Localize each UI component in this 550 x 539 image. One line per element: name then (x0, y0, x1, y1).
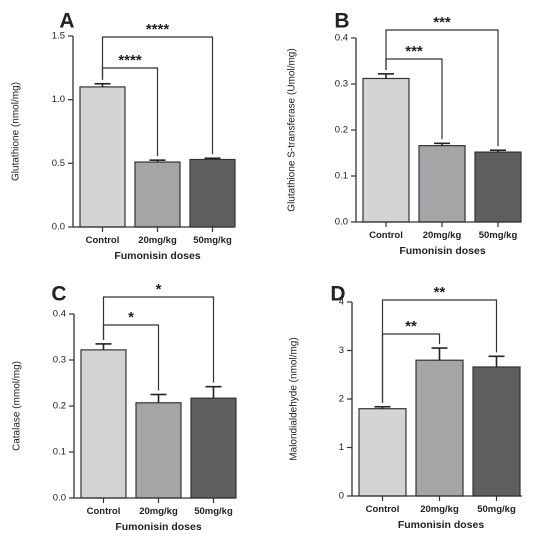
y-tick-label: 0.2 (335, 125, 348, 136)
panel-a: A 0.0 0.5 1.0 1.5 Control 20mg/kg 50mg/kg Fumoni… (11, 10, 236, 262)
panel-letter: D (330, 283, 345, 306)
significance-label: **** (146, 21, 170, 38)
y-axis-title: Malondialdehyde (nmol/mg) (289, 337, 300, 460)
y-axis-title: Glutathione S-transferase (Umol/mg) (287, 48, 298, 211)
panel-letter: A (59, 10, 74, 33)
bar-50mg-kg (474, 151, 522, 223)
x-axis-title: Fumonisin doses (398, 519, 485, 531)
significance-label: *** (433, 14, 451, 31)
panel-letter: B (334, 10, 349, 33)
x-tick-label: 20mg/kg (423, 230, 462, 241)
x-tick-label: Control (87, 506, 121, 517)
bar-control (358, 408, 407, 497)
panel-c: C 0.0 0.1 0.2 0.3 0.4 Control 20mg/kg 50mg/kg Fum… (12, 281, 237, 533)
significance-label: * (156, 281, 162, 298)
panel-letter: C (51, 283, 66, 306)
bar-control (80, 349, 127, 499)
y-tick-label: 0.3 (335, 79, 348, 90)
significance-bracket: *** (385, 14, 499, 147)
x-tick-label: 50mg/kg (479, 230, 518, 241)
x-axis-title: Fumonisin doses (115, 521, 202, 533)
error-bar (374, 405, 391, 409)
error-bar (490, 149, 506, 153)
error-bar (204, 157, 221, 160)
significance-label: ** (434, 284, 446, 301)
bar-50mg-kg (189, 158, 236, 228)
panel-d: D 0 1 2 3 4 Control 20mg/kg 50mg/kg Fumonisin dos… (289, 283, 522, 531)
error-bar (205, 385, 222, 399)
significance-bracket: **** (101, 21, 214, 155)
y-tick-label: 0.3 (53, 355, 66, 366)
y-tick-label: 0.1 (53, 447, 66, 458)
error-bar (378, 73, 394, 79)
error-bar (150, 393, 167, 403)
y-tick-label: 0.0 (335, 217, 348, 228)
y-tick-label: 0.2 (53, 401, 66, 412)
significance-label: ** (405, 318, 417, 335)
y-tick-label: 4 (339, 297, 344, 308)
y-axis-title: Glutathione (nmol/mg) (11, 82, 22, 181)
x-axis-title: Fumonisin doses (114, 250, 201, 262)
y-tick-label: 0.4 (53, 309, 66, 320)
y-tick-label: 1 (339, 442, 344, 453)
x-tick-label: Control (366, 504, 400, 515)
y-axis-title: Catalase (mmol/mg) (12, 361, 23, 451)
bar-control (79, 86, 126, 228)
bar-20mg-kg (415, 359, 464, 497)
bar-20mg-kg (418, 145, 466, 223)
panel-b: B 0.0 0.1 0.2 0.3 0.4 Control 20mg/kg 50mg/kg Fum… (287, 10, 522, 257)
x-tick-label: Control (369, 230, 403, 241)
significance-label: *** (405, 43, 423, 60)
y-tick-label: 1.5 (52, 31, 65, 42)
significance-bracket: ** (381, 284, 498, 403)
bar-20mg-kg (134, 161, 181, 228)
error-bar (94, 82, 111, 87)
x-tick-label: 50mg/kg (194, 506, 233, 517)
bar-50mg-kg (190, 397, 237, 499)
y-tick-label: 1.0 (52, 94, 65, 105)
y-tick-label: 3 (339, 345, 344, 356)
significance-label: * (128, 309, 134, 326)
y-tick-label: 0.0 (52, 222, 65, 233)
x-tick-label: 50mg/kg (477, 504, 516, 515)
error-bar (431, 347, 448, 361)
x-tick-label: 50mg/kg (193, 235, 232, 246)
significance-label: **** (118, 52, 142, 69)
x-tick-label: 20mg/kg (138, 235, 177, 246)
error-bar (95, 343, 112, 350)
y-tick-label: 0.5 (52, 158, 65, 169)
x-tick-label: 20mg/kg (420, 504, 459, 515)
y-tick-label: 0.1 (335, 171, 348, 182)
significance-bracket: * (102, 281, 215, 383)
y-tick-label: 0.4 (335, 33, 348, 44)
x-tick-label: 20mg/kg (139, 506, 178, 517)
bar-50mg-kg (472, 366, 521, 497)
bar-20mg-kg (135, 402, 182, 499)
x-axis-title: Fumonisin doses (399, 245, 486, 257)
error-bar (149, 159, 166, 163)
y-tick-label: 2 (339, 394, 344, 405)
error-bar (434, 142, 450, 146)
bar-control (362, 77, 410, 223)
y-tick-label: 0 (339, 491, 344, 502)
error-bar (488, 355, 505, 367)
x-tick-label: Control (86, 235, 120, 246)
y-tick-label: 0.0 (53, 493, 66, 504)
